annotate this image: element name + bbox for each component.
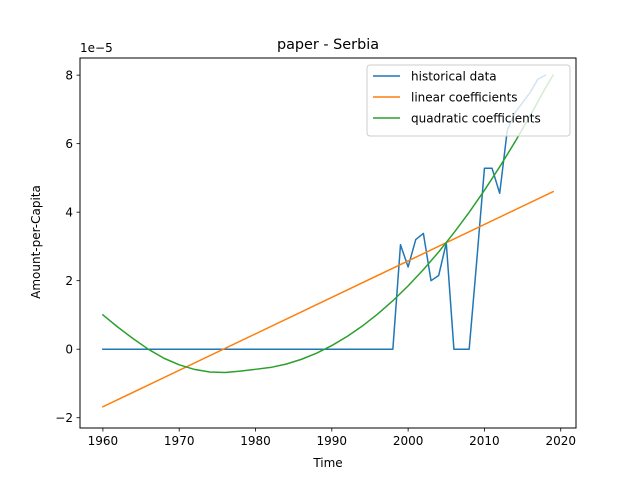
y-axis-label: Amount-per-Capita bbox=[29, 185, 43, 299]
y-tick-label: −2 bbox=[55, 411, 73, 425]
x-tick-label: 2020 bbox=[545, 434, 576, 448]
legend-label-historical-data: historical data bbox=[411, 69, 497, 83]
legend: historical data linear coefficients quadra… bbox=[366, 64, 571, 137]
plot-lines bbox=[101, 74, 555, 408]
x-tick-label: 1970 bbox=[164, 434, 195, 448]
y-tick-label: 0 bbox=[65, 343, 73, 357]
series-line-quadratic-coefficients bbox=[101, 74, 555, 374]
y-tick-label: 2 bbox=[65, 274, 73, 288]
legend-label-quadratic-coefficients: quadratic coefficients bbox=[411, 111, 541, 125]
x-tick-label: 1980 bbox=[240, 434, 271, 448]
y-ticks: −2 0 2 4 6 8 bbox=[55, 68, 80, 425]
y-tick-label: 6 bbox=[65, 137, 73, 151]
x-axis-label: Time bbox=[312, 456, 342, 470]
chart-title: paper - Serbia bbox=[277, 37, 379, 53]
legend-label-linear-coefficients: linear coefficients bbox=[411, 90, 518, 104]
x-tick-label: 1990 bbox=[317, 434, 348, 448]
series-line-linear-coefficients bbox=[101, 190, 555, 408]
x-ticks: 1960 1970 1980 1990 2000 2010 2020 bbox=[88, 428, 576, 448]
legend-box bbox=[366, 64, 571, 137]
plot-frame bbox=[79, 57, 577, 429]
x-tick-label: 1960 bbox=[88, 434, 119, 448]
y-tick-label: 8 bbox=[65, 68, 73, 82]
y-scale-label: 1e−5 bbox=[80, 41, 113, 55]
x-tick-label: 2000 bbox=[393, 434, 424, 448]
x-tick-label: 2010 bbox=[469, 434, 500, 448]
y-tick-label: 4 bbox=[65, 205, 73, 219]
